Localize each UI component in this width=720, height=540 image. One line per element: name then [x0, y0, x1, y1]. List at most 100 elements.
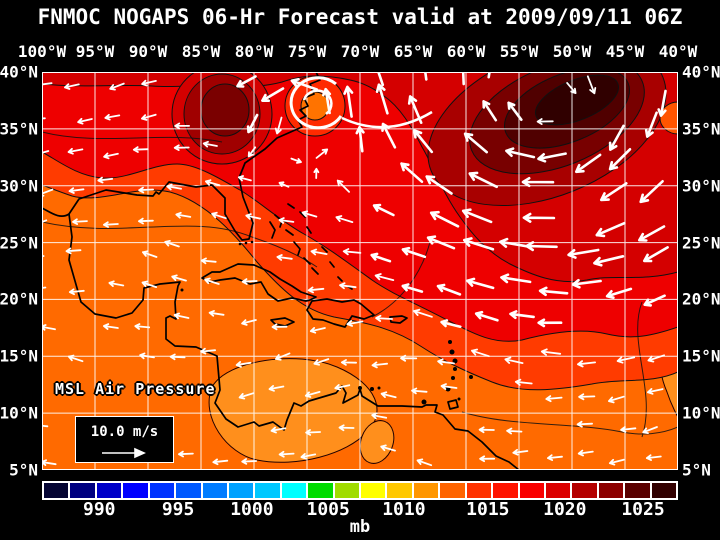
wind-arrow-icon — [608, 395, 625, 404]
wind-arrow-icon — [576, 420, 593, 428]
cyclone-swirl-icon — [289, 76, 433, 130]
wind-arrow-icon — [42, 188, 54, 197]
colorbar-cell — [546, 483, 571, 498]
wind-arrow-icon — [643, 294, 666, 307]
wind-arrow-icon — [380, 444, 396, 452]
wind-arrow-icon — [370, 252, 392, 263]
wind-arrow-icon — [290, 157, 302, 164]
wind-arrow-icon — [468, 171, 498, 189]
longitude-label: 45°W — [605, 42, 645, 61]
wind-arrow-icon — [173, 312, 190, 320]
colorbar-cell — [466, 483, 492, 498]
colorbar-tick: 990 — [82, 499, 116, 520]
latitude-label-right: 25°N — [682, 233, 720, 253]
wind-arrow-icon — [374, 273, 395, 281]
wind-arrow-icon — [236, 75, 257, 88]
wind-arrow-icon — [132, 146, 149, 153]
colorbar-tick: 1020 — [543, 499, 587, 520]
wind-arrow-icon — [413, 129, 434, 154]
wind-arrow-icon — [657, 89, 667, 117]
latitude-label-right: 5°N — [682, 460, 711, 480]
wind-arrow-icon — [67, 354, 84, 363]
wind-arrow-icon — [413, 308, 433, 318]
wind-arrow-icon — [42, 219, 48, 223]
wind-arrow-icon — [375, 83, 389, 115]
wind-arrow-icon — [608, 148, 632, 171]
colorbar-tick: 1000 — [230, 499, 274, 520]
latitude-label-right: 35°N — [682, 119, 720, 139]
wind-arrow-icon — [304, 391, 321, 398]
wind-arrow-icon — [372, 203, 395, 217]
wind-arrow-icon — [595, 221, 626, 238]
wind-arrow-icon — [104, 113, 121, 121]
wind-arrow-icon — [429, 210, 460, 228]
wind-arrow-icon — [42, 324, 56, 331]
colorbar-cell — [572, 483, 597, 498]
wind-arrow-icon — [566, 82, 577, 94]
colorbar-cell — [334, 483, 360, 498]
wind-arrow-icon — [575, 153, 602, 174]
latitude-label-left: 35°N — [0, 119, 38, 139]
colorbar-cell — [123, 483, 148, 498]
wind-arrow-icon — [241, 458, 258, 465]
wind-arrow-icon — [200, 347, 216, 355]
wind-arrow-icon — [336, 179, 350, 193]
wind-vector-icon — [102, 447, 146, 459]
pressure-field-map — [42, 72, 678, 470]
colorbar — [42, 481, 678, 500]
wind-arrow-icon — [103, 221, 119, 228]
wind-arrow-icon — [335, 215, 354, 223]
latitude-label-right: 40°N — [682, 62, 720, 82]
wind-arrow-icon — [506, 427, 523, 435]
wind-arrow-icon — [246, 113, 259, 134]
wind-arrow-icon — [440, 319, 462, 328]
page-title: FNMOC NOGAPS 06-Hr Forecast valid at 200… — [37, 5, 683, 29]
longitude-label: 60°W — [446, 42, 486, 61]
wind-arrow-icon — [290, 78, 319, 91]
wind-arrow-icon — [301, 210, 318, 218]
colorbar-cell — [255, 483, 280, 498]
longitude-label: 50°W — [552, 42, 592, 61]
wind-arrow-icon — [42, 459, 57, 466]
wind-arrow-icon — [416, 458, 433, 467]
wind-arrow-icon — [638, 225, 666, 242]
map-frame — [42, 72, 678, 470]
wind-arrow-icon — [171, 274, 187, 282]
wind-arrow-icon — [577, 360, 596, 368]
wind-arrow-icon — [138, 186, 154, 194]
wind-arrow-icon — [343, 85, 354, 118]
colorbar-tick: 1025 — [621, 499, 665, 520]
wind-arrow-icon — [647, 354, 665, 363]
wind-arrow-icon — [245, 213, 261, 220]
wind-arrow-icon — [504, 356, 524, 364]
wind-arrow-icon — [499, 237, 532, 249]
wind-arrow-icon — [276, 254, 293, 261]
colorbar-tick: 1005 — [306, 499, 350, 520]
wind-arrow-icon — [205, 179, 221, 187]
wind-arrow-icon — [237, 175, 252, 182]
wind-arrow-icon — [238, 392, 255, 400]
wind-arrow-icon — [334, 384, 351, 391]
wind-arrow-icon — [42, 81, 53, 88]
wind-arrow-icon — [537, 318, 563, 328]
wind-arrow-icon — [173, 144, 190, 151]
wind-arrow-icon — [68, 288, 85, 296]
wind-arrow-icon — [401, 246, 427, 259]
colorbar-cell — [202, 483, 227, 498]
map-canvas: MSL Air Pressure 10.0 m/s — [42, 72, 678, 470]
wind-arrow-icon — [401, 283, 424, 293]
wind-legend-speed-label: 10.0 m/s — [90, 424, 159, 440]
wind-arrow-icon — [166, 183, 182, 191]
wind-arrow-icon — [411, 387, 428, 395]
colorbar-cell — [176, 483, 201, 498]
wind-arrow-icon — [315, 148, 329, 159]
wind-arrow-icon — [278, 181, 290, 188]
wind-arrow-icon — [141, 79, 157, 87]
latitude-label-right: 30°N — [682, 176, 720, 196]
wind-arrow-icon — [479, 455, 496, 463]
wind-arrow-icon — [536, 118, 554, 125]
wind-arrow-icon — [521, 177, 555, 188]
wind-arrow-icon — [278, 450, 295, 458]
wind-arrow-icon — [461, 208, 493, 224]
longitude-label: 55°W — [499, 42, 539, 61]
